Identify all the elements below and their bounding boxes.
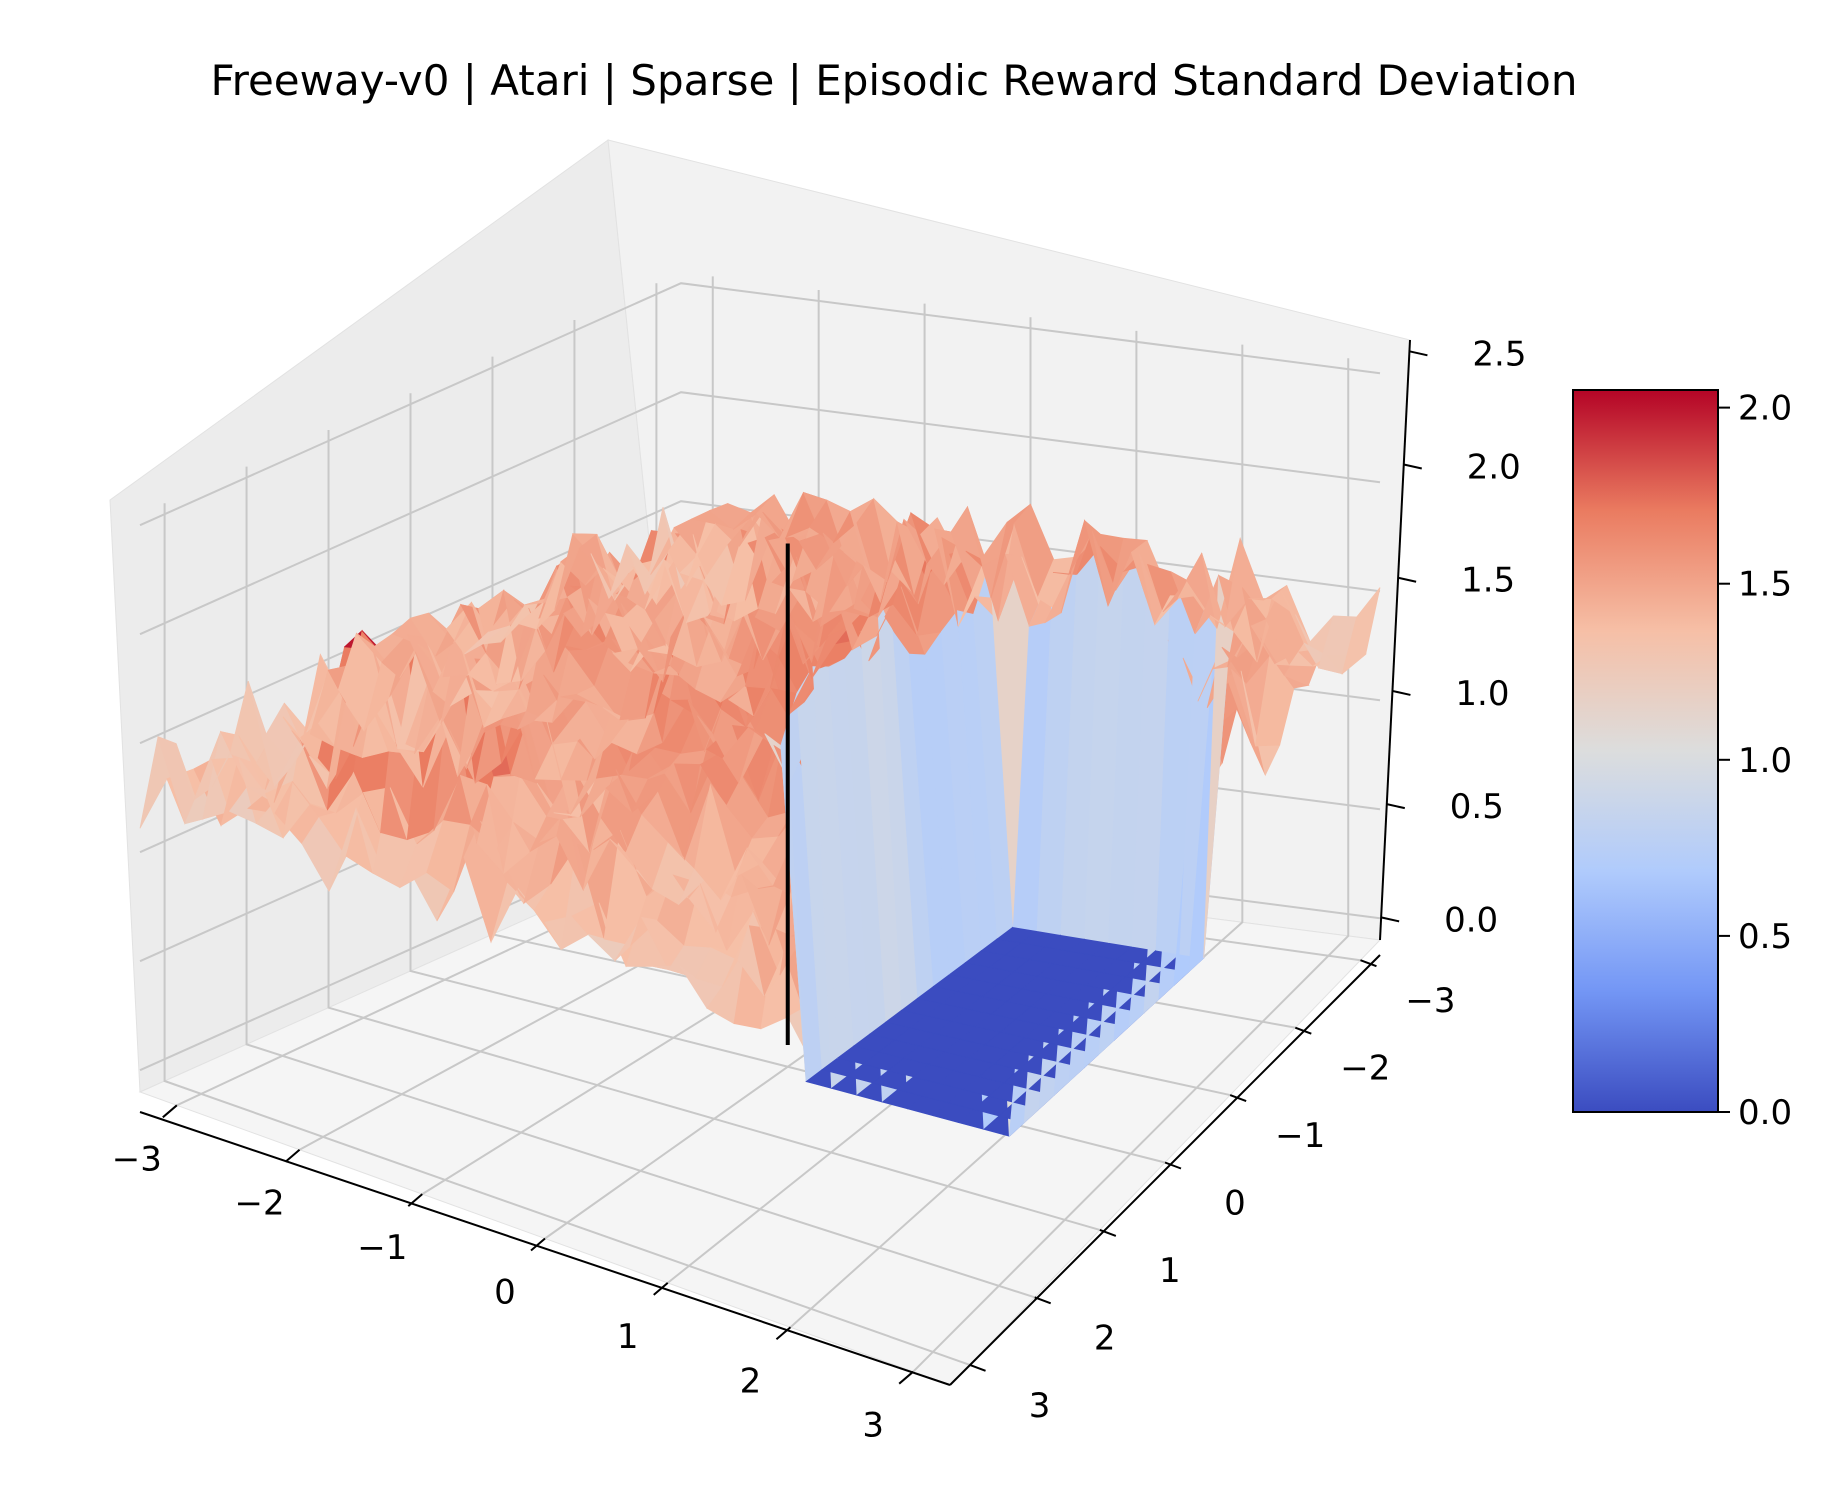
z-tick-label: 0.5 (1450, 787, 1504, 827)
y-tick-mark (1229, 1094, 1247, 1103)
gridline (139, 282, 1381, 527)
chart-title: Freeway-v0 | Atari | Sparse | Episodic R… (211, 56, 1578, 105)
y-tick-label: −3 (1405, 981, 1455, 1021)
z-tick-label: 1.5 (1461, 561, 1515, 601)
x-tick-mark (775, 1326, 792, 1341)
gridline (912, 358, 1350, 1373)
colorbar-tick-label: 0.5 (1738, 917, 1792, 957)
x-tick-mark (653, 1282, 669, 1296)
y-tick-mark (1034, 1296, 1052, 1305)
z-tick-mark (1392, 689, 1411, 696)
y-tick-label: −2 (1340, 1049, 1390, 1089)
gridline (139, 391, 1381, 636)
z-tick-mark (1409, 350, 1428, 357)
z-tick-label: 2.5 (1472, 334, 1526, 374)
z-axis-ticks: 0.0 0.5 1.0 1.5 2.0 2.5 (1380, 334, 1526, 940)
x-tick-label: −2 (234, 1184, 284, 1224)
gridline (789, 344, 1244, 1329)
z-axis-line (1379, 339, 1411, 941)
y-tick-mark (969, 1363, 986, 1372)
x-tick-mark (530, 1237, 546, 1252)
y-tick-label: 2 (1094, 1318, 1116, 1358)
z-tick-label: 0.0 (1444, 900, 1498, 940)
x-tick-label: −3 (112, 1139, 162, 1179)
colorbar-tick-label: 1.0 (1738, 741, 1792, 781)
colorbar-ticks: 0.0 0.5 1.0 1.5 2.0 (1718, 389, 1792, 1133)
gridline (163, 503, 970, 1366)
x-tick-label: 1 (617, 1317, 639, 1357)
y-axis-ticks: −3 −2 −1 0 1 2 3 (969, 959, 1456, 1426)
colorbar (1572, 389, 1719, 1113)
x-tick-label: 2 (740, 1361, 762, 1401)
z-tick-mark (1403, 463, 1422, 470)
x-tick-mark (284, 1148, 301, 1163)
y-tick-mark (1099, 1228, 1117, 1237)
y-axis-line (949, 954, 1381, 1386)
colorbar-tick-label: 2.0 (1738, 389, 1792, 429)
y-tick-label: −1 (1275, 1116, 1325, 1156)
colorbar-tick-label: 1.5 (1738, 565, 1792, 605)
z-tick-mark (1397, 576, 1417, 583)
colorbar-tick-label: 0.0 (1738, 1093, 1792, 1133)
y-tick-label: 3 (1029, 1386, 1051, 1426)
x-tick-mark (407, 1193, 423, 1207)
x-tick-label: 3 (862, 1406, 884, 1446)
y-tick-label: 0 (1224, 1184, 1246, 1224)
x-tick-label: −1 (357, 1228, 407, 1268)
y-tick-label: 1 (1159, 1251, 1181, 1291)
z-tick-mark (1380, 916, 1400, 923)
y-tick-mark (1360, 959, 1377, 968)
x-tick-mark (162, 1104, 178, 1119)
gridline (245, 466, 1036, 1299)
x-tick-label: 0 (494, 1273, 516, 1313)
x-axis-ticks: −3 −2 −1 0 1 2 3 (112, 1104, 914, 1446)
y-tick-mark (1294, 1026, 1312, 1035)
z-tick-mark (1386, 803, 1406, 810)
x-axis-line (139, 1111, 951, 1386)
x-tick-mark (898, 1370, 914, 1385)
gridline (327, 429, 1101, 1231)
surface (139, 491, 1381, 1138)
surface-facet (1341, 587, 1381, 675)
z-tick-label: 2.0 (1467, 448, 1521, 488)
y-tick-mark (1164, 1161, 1182, 1170)
z-tick-label: 1.0 (1455, 674, 1509, 714)
